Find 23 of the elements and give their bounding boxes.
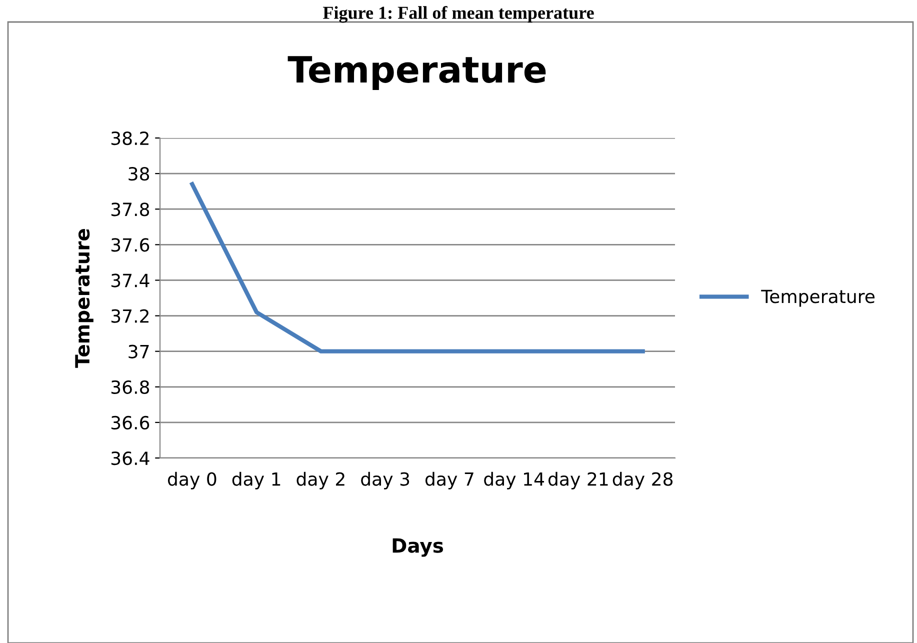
x-tick-label: day 3 xyxy=(361,472,410,490)
y-tick-label: 37.4 xyxy=(111,274,150,288)
x-axis-title: Days xyxy=(392,538,444,557)
y-tick-label: 37.6 xyxy=(111,238,150,252)
y-tick-label: 37.2 xyxy=(111,309,148,323)
y-tick-label: 38.2 xyxy=(111,131,148,146)
legend-label: Temperature xyxy=(761,290,875,307)
x-tick-label: day 2 xyxy=(296,472,344,490)
y-tick-label: 36.4 xyxy=(111,451,150,466)
y-tick-label: 36.8 xyxy=(111,380,150,394)
x-tick-label: day 0 xyxy=(168,472,216,490)
x-tick-label: day 28 xyxy=(612,472,673,490)
y-tick-label: 37 xyxy=(128,344,149,358)
y-tick-label: 36.6 xyxy=(111,416,150,430)
caption: Figure 1: Fall of mean temperature xyxy=(323,6,594,23)
y-axis-title: Temperature xyxy=(75,229,94,368)
x-tick-label: day 7 xyxy=(425,472,474,490)
y-tick-label: 38 xyxy=(128,167,150,181)
chart-title: Temperature xyxy=(288,56,546,90)
x-tick-label: day 14 xyxy=(484,472,544,490)
y-tick-label: 37.8 xyxy=(111,202,150,216)
x-tick-label: day 1 xyxy=(232,472,280,490)
x-tick-label: day 21 xyxy=(548,472,608,490)
